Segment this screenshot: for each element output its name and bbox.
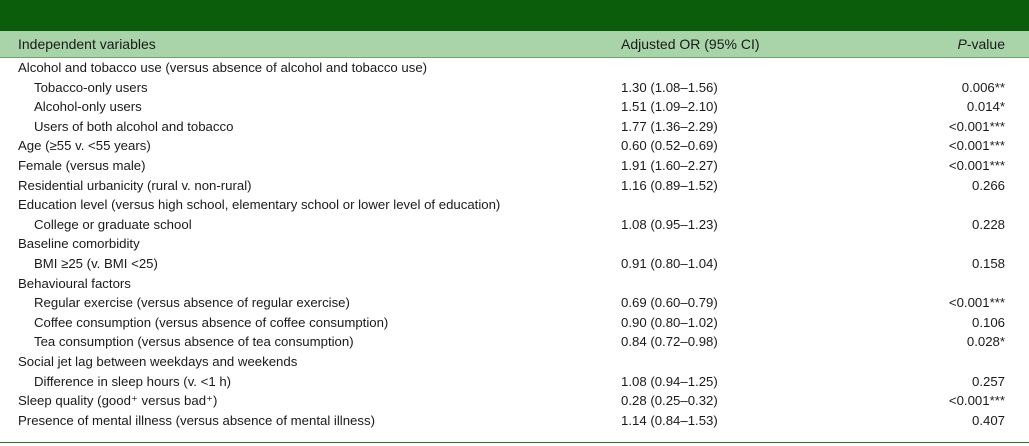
row-adjusted-or: 0.28 (0.25–0.32) — [621, 393, 718, 409]
table-row: Female (versus male) 1.91 (1.60–2.27) <0.0… — [0, 156, 1029, 176]
row-p-value: 0.106 — [971, 314, 1005, 330]
table-row: Presence of mental illness (versus absen… — [0, 411, 1029, 431]
header-independent-variables: Independent variables — [18, 36, 156, 52]
table-row: BMI ≥25 (v. BMI <25) 0.91 (0.80–1.04) 0.15… — [0, 254, 1029, 274]
row-adjusted-or: 0.91 (0.80–1.04) — [621, 255, 718, 271]
row-adjusted-or: 1.77 (1.36–2.29) — [621, 118, 718, 134]
table-row: Tobacco-only users 1.30 (1.08–1.56) 0.006*… — [0, 78, 1029, 98]
row-adjusted-or: 1.51 (1.09–2.10) — [621, 99, 718, 115]
table-body: Alcohol and tobacco use (versus absence … — [0, 58, 1029, 430]
table-header: Independent variables Adjusted OR (95% C… — [0, 31, 1029, 58]
table-row: Social jet lag between weekdays and week… — [0, 352, 1029, 372]
row-variable: Coffee consumption (versus absence of co… — [34, 314, 389, 330]
table-row: Residential urbanicity (rural v. non-rur… — [0, 176, 1029, 196]
table-row: Regular exercise (versus absence of regu… — [0, 293, 1029, 313]
row-variable: Alcohol and tobacco use (versus absence … — [18, 60, 428, 75]
row-adjusted-or: 1.08 (0.95–1.23) — [621, 216, 718, 232]
table-row: Alcohol-only users 1.51 (1.09–2.10) 0.014* — [0, 97, 1029, 117]
row-p-value: 0.257 — [971, 373, 1005, 389]
table-bottom-rule — [0, 442, 1029, 443]
row-variable: Social jet lag between weekdays and week… — [18, 353, 298, 369]
table-row: Education level (versus high school, ele… — [0, 195, 1029, 215]
row-variable: Baseline comorbidity — [18, 236, 140, 252]
row-variable: Female (versus male) — [18, 157, 146, 173]
table-row: Coffee consumption (versus absence of co… — [0, 313, 1029, 333]
row-p-value: <0.001*** — [948, 138, 1005, 154]
row-p-value: 0.407 — [971, 412, 1005, 428]
row-variable: Sleep quality (good⁺ versus bad⁺) — [18, 393, 218, 409]
row-p-value: <0.001*** — [948, 295, 1005, 311]
row-p-value: 0.028* — [966, 334, 1005, 350]
table-row: Behavioural factors — [0, 274, 1029, 294]
row-adjusted-or: 0.90 (0.80–1.02) — [621, 314, 718, 330]
row-adjusted-or: 1.08 (0.94–1.25) — [621, 373, 718, 389]
table-row: Age (≥55 v. <55 years) 0.60 (0.52–0.69) <0… — [0, 136, 1029, 156]
row-variable: Age (≥55 v. <55 years) — [18, 138, 151, 154]
row-variable: Tobacco-only users — [34, 79, 148, 95]
table-row: Baseline comorbidity — [0, 234, 1029, 254]
row-variable: BMI ≥25 (v. BMI <25) — [34, 255, 158, 271]
row-p-value: 0.006** — [961, 79, 1005, 95]
row-p-value: <0.001*** — [948, 157, 1005, 173]
row-adjusted-or: 0.84 (0.72–0.98) — [621, 334, 718, 350]
row-variable: Tea consumption (versus absence of tea c… — [34, 334, 354, 350]
row-p-value: 0.158 — [971, 255, 1005, 271]
row-adjusted-or: 1.14 (0.84–1.53) — [621, 412, 718, 428]
table-row: Sleep quality (good⁺ versus bad⁺) 0.28 (0… — [0, 391, 1029, 411]
table-title-bar — [0, 0, 1029, 31]
row-variable: Regular exercise (versus absence of regu… — [34, 295, 350, 311]
row-p-value: <0.001*** — [948, 118, 1005, 134]
table-row: Tea consumption (versus absence of tea c… — [0, 332, 1029, 352]
table-row: College or graduate school 1.08 (0.95–1.2… — [0, 215, 1029, 235]
row-variable: College or graduate school — [34, 216, 192, 232]
table-row: Users of both alcohol and tobacco 1.77 (1… — [0, 117, 1029, 137]
table-row: Alcohol and tobacco use (versus absence … — [0, 58, 1029, 78]
row-variable: Presence of mental illness (versus absen… — [18, 412, 375, 428]
row-variable: Alcohol-only users — [34, 99, 142, 115]
row-adjusted-or: 1.30 (1.08–1.56) — [621, 79, 718, 95]
row-p-value: <0.001*** — [948, 393, 1005, 409]
row-variable: Difference in sleep hours (v. <1 h) — [34, 373, 232, 389]
row-adjusted-or: 0.60 (0.52–0.69) — [621, 138, 718, 154]
row-p-value: 0.014* — [966, 99, 1005, 115]
row-variable: Education level (versus high school, ele… — [18, 197, 501, 213]
row-variable: Behavioural factors — [18, 275, 131, 291]
row-adjusted-or: 1.91 (1.60–2.27) — [621, 157, 718, 173]
header-adjusted-or: Adjusted OR (95% CI) — [621, 36, 760, 52]
row-variable: Residential urbanicity (rural v. non-rur… — [18, 177, 252, 193]
table-row: Difference in sleep hours (v. <1 h) 1.08 … — [0, 372, 1029, 392]
row-adjusted-or: 0.69 (0.60–0.79) — [621, 295, 718, 311]
row-adjusted-or: 1.16 (0.89–1.52) — [621, 177, 718, 193]
header-p-value: P-value — [957, 36, 1005, 52]
row-p-value: 0.266 — [971, 177, 1005, 193]
row-p-value: 0.228 — [971, 216, 1005, 232]
row-variable: Users of both alcohol and tobacco — [34, 118, 234, 134]
